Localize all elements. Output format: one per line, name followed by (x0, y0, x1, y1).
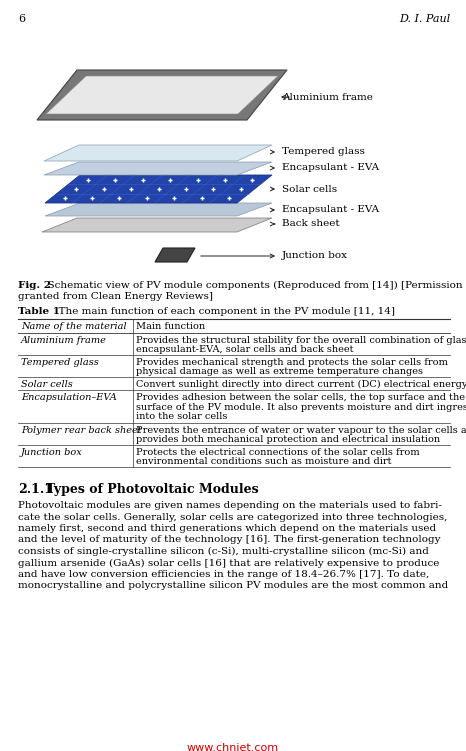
Text: Solar cells: Solar cells (21, 380, 73, 389)
Polygon shape (46, 76, 278, 114)
Text: Provides mechanical strength and protects the solar cells from: Provides mechanical strength and protect… (136, 358, 448, 367)
Text: The main function of each component in the PV module [11, 14]: The main function of each component in t… (52, 307, 395, 316)
Text: into the solar cells: into the solar cells (136, 412, 227, 421)
Text: Tempered glass: Tempered glass (21, 358, 99, 367)
Polygon shape (37, 70, 287, 120)
Text: Solar cells: Solar cells (282, 185, 337, 194)
Text: environmental conditions such as moisture and dirt: environmental conditions such as moistur… (136, 457, 391, 466)
Text: granted from Clean Energy Reviews]: granted from Clean Energy Reviews] (18, 292, 213, 301)
Text: Main function: Main function (136, 322, 205, 331)
Text: Aluminium frame: Aluminium frame (21, 336, 107, 345)
Polygon shape (42, 218, 272, 232)
Text: Protects the electrical connections of the solar cells from: Protects the electrical connections of t… (136, 448, 419, 457)
Text: gallium arsenide (GaAs) solar cells [16] that are relatively expensive to produc: gallium arsenide (GaAs) solar cells [16]… (18, 559, 439, 568)
Text: encapsulant-EVA, solar cells and back sheet: encapsulant-EVA, solar cells and back sh… (136, 345, 354, 354)
Text: www.chnjet.com: www.chnjet.com (187, 743, 279, 751)
Text: 6: 6 (18, 14, 25, 24)
Text: Encapsulation–EVA: Encapsulation–EVA (21, 393, 117, 402)
Polygon shape (45, 175, 272, 203)
Text: surface of the PV module. It also prevents moisture and dirt ingress: surface of the PV module. It also preven… (136, 403, 466, 412)
Text: 2.1.1: 2.1.1 (18, 483, 53, 496)
Text: Name of the material: Name of the material (21, 322, 127, 331)
Text: physical damage as well as extreme temperature changes: physical damage as well as extreme tempe… (136, 367, 423, 376)
Text: Polymer rear back sheet: Polymer rear back sheet (21, 426, 142, 435)
Text: Aluminium frame: Aluminium frame (282, 92, 373, 101)
Text: Back sheet: Back sheet (282, 219, 340, 228)
Text: Encapsulant - EVA: Encapsulant - EVA (282, 206, 379, 215)
Text: and the level of maturity of the technology [16]. The first-generation technolog: and the level of maturity of the technol… (18, 535, 440, 544)
Text: provides both mechanical protection and electrical insulation: provides both mechanical protection and … (136, 436, 440, 445)
Text: Prevents the entrance of water or water vapour to the solar cells and: Prevents the entrance of water or water … (136, 426, 466, 435)
Polygon shape (44, 145, 272, 161)
Polygon shape (44, 162, 272, 175)
Text: Provides the structural stability for the overall combination of glass,: Provides the structural stability for th… (136, 336, 466, 345)
Text: Table 1: Table 1 (18, 307, 60, 316)
Text: namely first, second and third generations which depend on the materials used: namely first, second and third generatio… (18, 524, 436, 533)
Text: cate the solar cells. Generally, solar cells are categorized into three technolo: cate the solar cells. Generally, solar c… (18, 512, 447, 521)
Text: Provides adhesion between the solar cells, the top surface and the rear: Provides adhesion between the solar cell… (136, 393, 466, 402)
Text: D. I. Paul: D. I. Paul (399, 14, 450, 24)
Text: Photovoltaic modules are given names depending on the materials used to fabri-: Photovoltaic modules are given names dep… (18, 501, 442, 510)
Text: Junction box: Junction box (21, 448, 83, 457)
Text: consists of single-crystalline silicon (c-Si), multi-crystalline silicon (mc-Si): consists of single-crystalline silicon (… (18, 547, 429, 556)
Polygon shape (155, 248, 195, 262)
Text: Convert sunlight directly into direct current (DC) electrical energy: Convert sunlight directly into direct cu… (136, 380, 466, 389)
Text: Tempered glass: Tempered glass (282, 147, 365, 156)
Text: Junction box: Junction box (282, 252, 348, 261)
Text: Fig. 2: Fig. 2 (18, 281, 51, 290)
Polygon shape (45, 203, 272, 216)
Text: Encapsulant - EVA: Encapsulant - EVA (282, 164, 379, 173)
Text: Types of Photovoltaic Modules: Types of Photovoltaic Modules (46, 483, 259, 496)
Text: monocrystalline and polycrystalline silicon PV modules are the most common and: monocrystalline and polycrystalline sili… (18, 581, 448, 590)
Text: and have low conversion efficiencies in the range of 18.4–26.7% [17]. To date,: and have low conversion efficiencies in … (18, 570, 429, 579)
Text: Schematic view of PV module components (Reproduced from [14]) [Permission to reu: Schematic view of PV module components (… (41, 281, 466, 290)
